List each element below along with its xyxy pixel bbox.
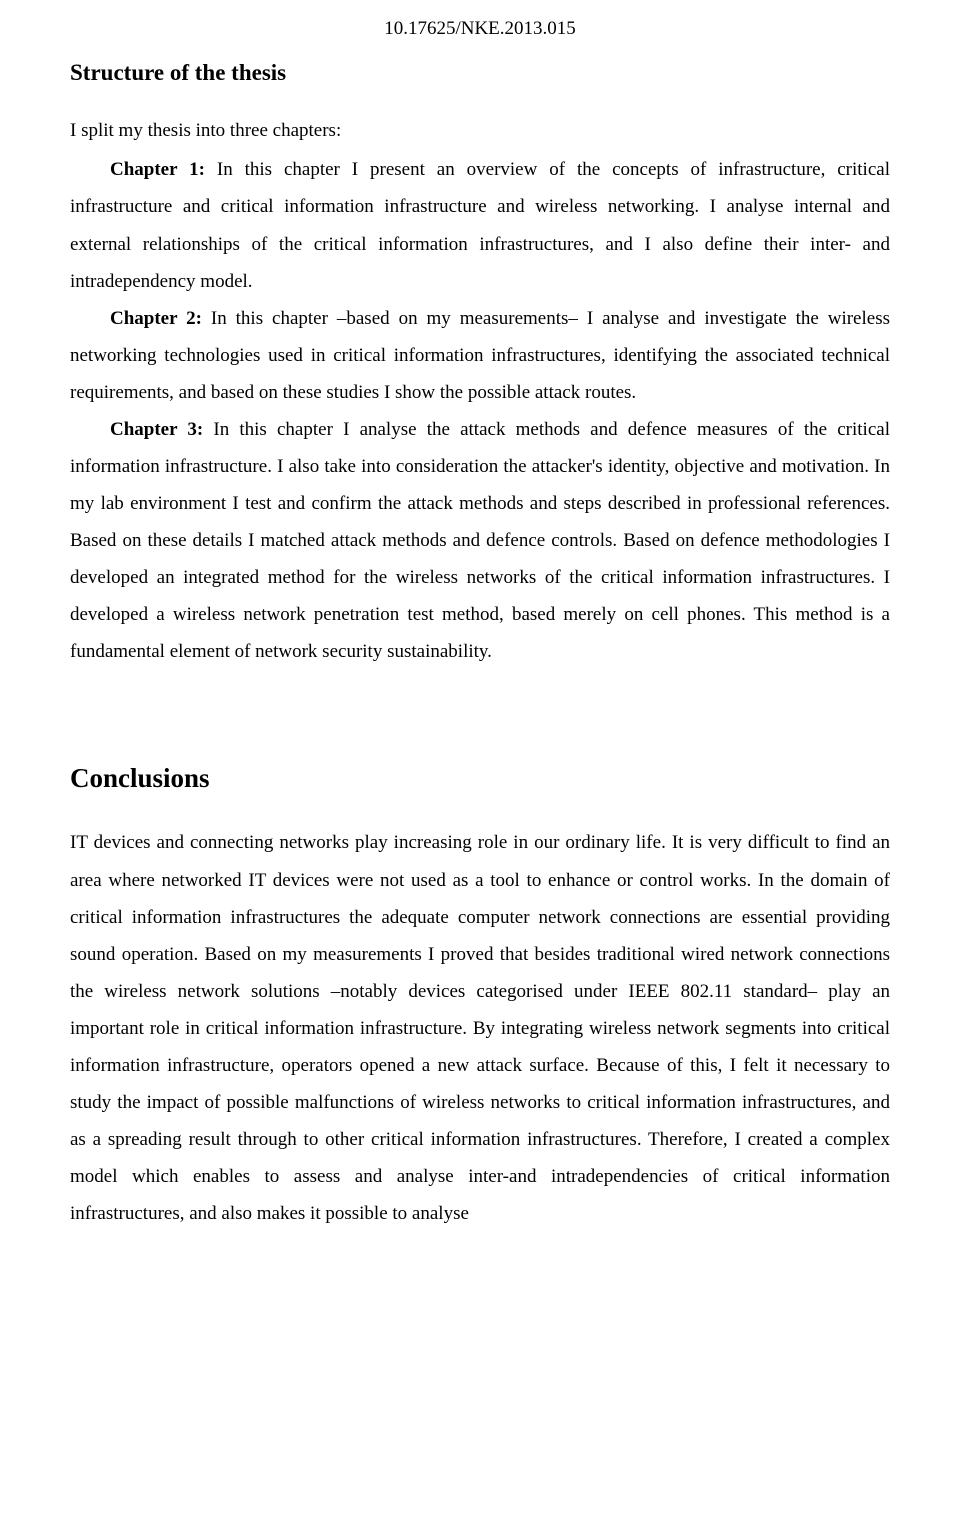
chapter-1: Chapter 1: In this chapter I present an … — [70, 151, 890, 299]
chapter-3-body: In this chapter I analyse the attack met… — [70, 419, 890, 662]
structure-heading: Structure of the thesis — [70, 59, 890, 87]
chapter-1-label: Chapter 1: — [110, 159, 205, 180]
conclusions-body: IT devices and connecting networks play … — [70, 824, 890, 1232]
chapter-3-label: Chapter 3: — [110, 419, 203, 440]
chapter-2-label: Chapter 2: — [110, 308, 202, 329]
intro-text: I split my thesis into three chapters: — [70, 112, 890, 149]
chapter-2: Chapter 2: In this chapter –based on my … — [70, 300, 890, 411]
doi-header: 10.17625/NKE.2013.015 — [70, 18, 890, 41]
chapter-3: Chapter 3: In this chapter I analyse the… — [70, 411, 890, 670]
conclusions-heading: Conclusions — [70, 762, 890, 794]
